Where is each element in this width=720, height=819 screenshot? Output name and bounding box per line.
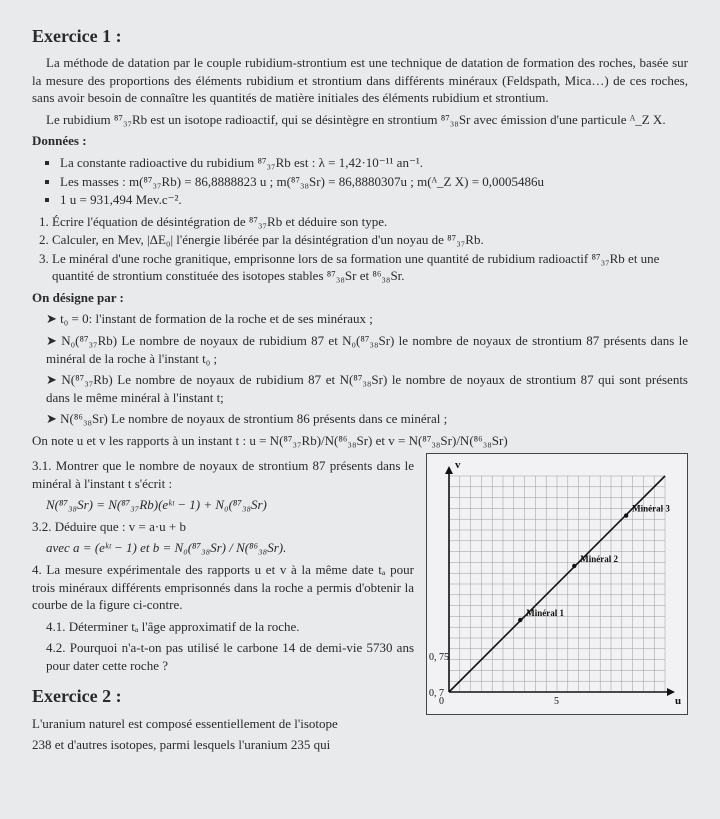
data-list: La constante radioactive du rubidium ⁸⁷₃… <box>32 154 688 209</box>
uv-definition: On note u et v les rapports à un instant… <box>32 432 688 450</box>
des-n0: N₀(⁸⁷₃₇Rb) Le nombre de noyaux de rubidi… <box>46 332 688 367</box>
svg-text:u: u <box>675 695 681 707</box>
q3-2-ab: avec a = (eᵏᵗ − 1) et b = N₀(⁸⁷₃₈Sr) / N… <box>46 539 414 557</box>
ex2-title: Exercice 2 : <box>32 684 414 708</box>
des-nt: N(⁸⁷₃₇Rb) Le nombre de noyaux de rubidiu… <box>46 371 688 406</box>
svg-text:0, 75: 0, 75 <box>429 652 449 663</box>
q4-1: 4.1. Déterminer tₐ l'âge approximatif de… <box>46 618 414 636</box>
svg-text:5: 5 <box>554 696 559 707</box>
q4-2: 4.2. Pourquoi n'a-t-on pas utilisé le ca… <box>46 639 414 674</box>
ex1-intro-2: Le rubidium ⁸⁷₃₇Rb est un isotope radioa… <box>32 111 688 129</box>
q3-1: 3.1. Montrer que le nombre de noyaux de … <box>32 457 414 492</box>
designe-heading: On désigne par : <box>32 289 688 307</box>
ex2-line-2: 238 et d'autres isotopes, parmi lesquels… <box>32 736 414 754</box>
q1: Écrire l'équation de désintégration de ⁸… <box>52 213 688 231</box>
svg-text:v: v <box>455 459 461 471</box>
des-n86: N(⁸⁶₃₈Sr) Le nombre de noyaux de stronti… <box>46 410 688 428</box>
des-t0: t₀ = 0: l'instant de formation de la roc… <box>46 310 688 328</box>
data-masses: Les masses : m(⁸⁷₃₇Rb) = 86,8888823 u ; … <box>60 173 688 191</box>
svg-text:0, 7: 0, 7 <box>429 688 444 699</box>
questions-1-3: Écrire l'équation de désintégration de ⁸… <box>32 213 688 285</box>
ex1-intro-1: La méthode de datation par le couple rub… <box>32 54 688 107</box>
q2: Calculer, en Mev, |ΔE₀| l'énergie libéré… <box>52 231 688 249</box>
eq-3-1: N(⁸⁷₃₈Sr) = N(⁸⁷₃₇Rb)(eᵏᵗ − 1) + N₀(⁸⁷₃₈… <box>46 496 414 514</box>
svg-text:Minéral 3: Minéral 3 <box>632 504 670 514</box>
data-heading: Données : <box>32 132 688 150</box>
uv-graph: uv050, 70, 75Minéral 1Minéral 2Minéral 3 <box>426 453 688 715</box>
ex1-title: Exercice 1 : <box>32 24 688 48</box>
svg-text:Minéral 2: Minéral 2 <box>580 554 618 564</box>
q4: 4. La mesure expérimentale des rapports … <box>32 561 414 614</box>
q3: Le minéral d'une roche granitique, empri… <box>52 250 688 285</box>
ex2-line-1: L'uranium naturel est composé essentiell… <box>32 715 414 733</box>
svg-text:Minéral 1: Minéral 1 <box>526 608 564 618</box>
data-u: 1 u = 931,494 Mev.c⁻². <box>60 191 688 209</box>
data-lambda: La constante radioactive du rubidium ⁸⁷₃… <box>60 154 688 172</box>
q3-2: 3.2. Déduire que : v = a·u + b <box>32 518 414 536</box>
